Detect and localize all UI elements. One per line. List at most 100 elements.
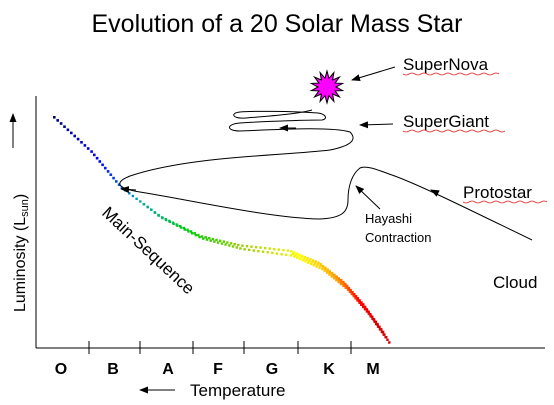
x-axis-label: Temperature <box>190 381 285 400</box>
main-sequence-dot <box>388 341 391 344</box>
main-sequence-dot <box>226 241 229 244</box>
main-sequence-dot <box>115 180 118 183</box>
main-sequence-dot <box>309 258 312 261</box>
main-sequence-dot <box>305 258 308 262</box>
main-sequence-dot <box>59 122 63 125</box>
main-sequence-dot <box>311 259 315 262</box>
main-sequence-dot <box>328 270 332 273</box>
main-sequence-dot <box>172 222 175 225</box>
main-sequence-dot <box>321 267 324 271</box>
main-sequence-dot <box>362 303 365 306</box>
main-sequence-dot <box>376 323 379 326</box>
main-sequence-dot <box>209 239 212 242</box>
main-sequence-dot <box>342 280 345 284</box>
main-sequence-dot <box>351 291 354 294</box>
main-sequence-dot <box>139 200 142 203</box>
supergiant-label-underline <box>402 129 506 133</box>
main-sequence-dot <box>337 279 341 282</box>
main-sequence-dot <box>378 325 381 329</box>
main-sequence-dot <box>90 150 93 153</box>
main-sequence-dot <box>335 275 338 278</box>
main-sequence-dot <box>215 238 218 242</box>
cloud-label: Cloud <box>493 273 537 292</box>
main-sequence-dot <box>314 260 317 263</box>
main-sequence-dot <box>295 252 298 255</box>
main-sequence-dot <box>323 269 326 272</box>
main-sequence-dot <box>233 243 236 246</box>
main-sequence-dot <box>101 163 104 167</box>
main-sequence-dot <box>346 288 350 291</box>
main-sequence-dot <box>53 116 56 119</box>
main-sequence-dot <box>277 248 280 251</box>
main-sequence-dot <box>254 246 258 249</box>
main-sequence-dot <box>95 156 99 160</box>
main-sequence-dot <box>354 295 358 298</box>
main-sequence-dot <box>323 268 327 271</box>
main-sequence-dot <box>337 280 340 284</box>
main-sequence-dot <box>328 273 331 276</box>
main-sequence-dot <box>204 236 207 239</box>
main-sequence-dot <box>187 230 190 233</box>
main-sequence-dot <box>297 255 300 258</box>
main-sequence-dot <box>331 271 334 275</box>
main-sequence-dot <box>161 216 164 220</box>
main-sequence-dot <box>303 255 307 259</box>
main-sequence-dot <box>231 245 235 248</box>
main-sequence-dot <box>220 242 224 245</box>
main-sequence-dot <box>83 144 87 147</box>
main-sequence-dot <box>380 328 383 331</box>
spectral-class-K: K <box>323 361 335 378</box>
main-sequence-dot <box>302 257 306 260</box>
main-sequence-dot <box>319 263 323 266</box>
main-sequence-dot <box>337 277 341 280</box>
main-sequence-dot <box>117 183 121 186</box>
main-sequence-dot <box>317 261 320 264</box>
main-sequence-dot <box>324 266 327 269</box>
spectral-class-O: O <box>55 361 67 378</box>
supernova-label-underline <box>402 72 500 76</box>
hayashi-label-line1: Hayashi <box>365 211 412 226</box>
main-sequence-dot <box>131 194 135 198</box>
main-sequence-dot <box>176 224 179 227</box>
protostar-label: Protostar <box>463 183 532 202</box>
main-sequence-dot <box>205 238 209 241</box>
spectral-class-labels: O B A F G K M <box>55 361 380 378</box>
main-sequence-dot <box>252 249 255 252</box>
main-sequence-dot <box>135 197 138 200</box>
main-sequence-dot <box>275 252 279 255</box>
main-sequence-dot <box>285 253 288 256</box>
main-sequence-dot <box>383 333 386 336</box>
main-sequence-dot <box>198 235 201 239</box>
main-sequence-dot <box>372 318 376 321</box>
main-sequence-dot <box>290 250 293 253</box>
main-sequence-dot <box>321 264 325 268</box>
main-sequence-dot <box>229 242 233 245</box>
main-sequence-dot <box>235 246 238 249</box>
main-sequence-dot <box>340 279 343 282</box>
main-sequence-dot <box>335 279 338 282</box>
hayashi-arrow-icon <box>355 185 381 210</box>
spectral-class-A: A <box>162 361 174 378</box>
main-sequence-dot <box>386 338 389 341</box>
main-sequence-dot <box>340 281 343 284</box>
main-sequence-dot <box>70 131 73 135</box>
x-axis-ticks <box>88 341 352 354</box>
main-sequence-dot <box>282 248 285 252</box>
main-sequence-dot <box>273 247 276 251</box>
main-sequence-dot <box>146 205 149 209</box>
main-sequence-dot <box>326 268 329 271</box>
main-sequence-dot <box>325 271 329 274</box>
main-sequence-dot <box>295 256 299 259</box>
main-sequence-dot <box>374 320 378 324</box>
main-sequence-dot <box>128 192 131 195</box>
main-sequence-dot <box>345 284 349 288</box>
main-sequence-dot <box>365 308 369 311</box>
main-sequence-dot <box>342 282 345 286</box>
main-sequence-dot <box>63 125 66 128</box>
main-sequence-dot <box>80 141 83 144</box>
main-sequence-dot <box>228 244 231 247</box>
main-sequence-dot <box>371 315 374 319</box>
main-sequence-dot <box>219 239 222 242</box>
main-sequence-dot <box>344 284 347 287</box>
main-sequence-dot <box>291 252 295 256</box>
